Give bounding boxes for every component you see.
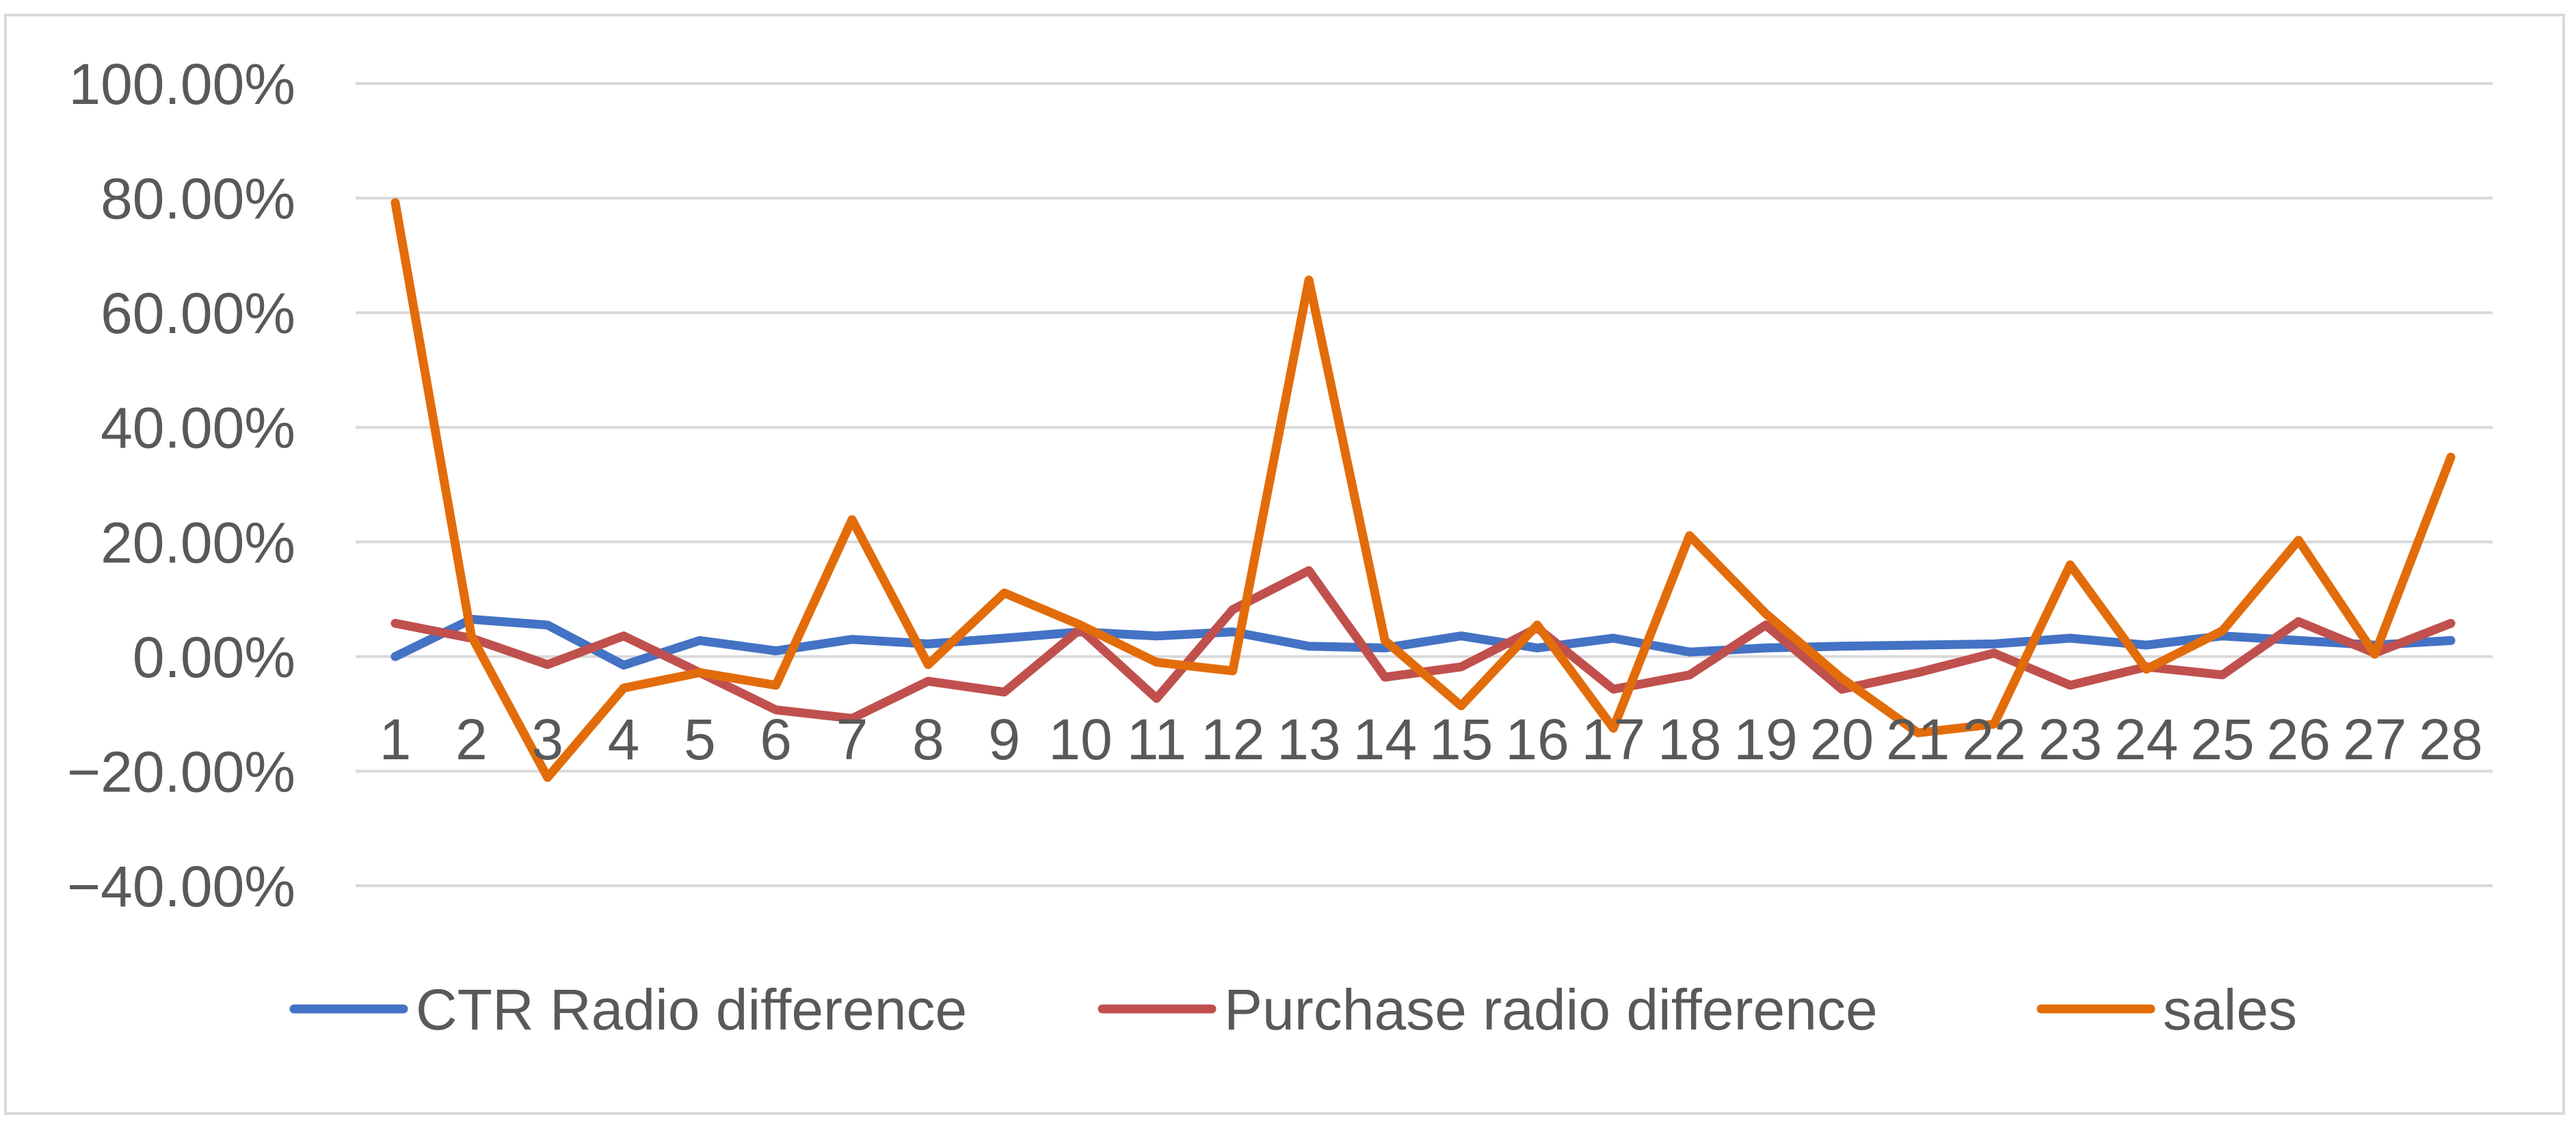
- y-tick-label: 60.00%: [101, 281, 295, 345]
- x-tick-label: 15: [1429, 707, 1493, 772]
- x-tick-label: 24: [2114, 707, 2178, 772]
- legend: CTR Radio difference Purchase radio diffe…: [289, 977, 2297, 1042]
- x-tick-label: 6: [760, 707, 792, 772]
- y-tick-label: −40.00%: [67, 854, 295, 919]
- y-tick-label: 0.00%: [133, 625, 295, 689]
- x-tick-label: 27: [2343, 707, 2406, 772]
- x-tick-label: 16: [1505, 707, 1569, 772]
- x-tick-label: 11: [1127, 707, 1186, 772]
- x-tick-label: 26: [2267, 707, 2331, 772]
- y-tick-label: 80.00%: [101, 167, 295, 231]
- x-tick-label: 21: [1886, 707, 1950, 772]
- y-tick-label: 100.00%: [68, 52, 295, 116]
- x-tick-label: 3: [531, 707, 563, 772]
- x-tick-label: 4: [608, 707, 640, 772]
- x-tick-label: 13: [1277, 707, 1340, 772]
- x-tick-label: 10: [1048, 707, 1112, 772]
- x-tick-label: 14: [1353, 707, 1417, 772]
- x-tick-label: 23: [2039, 707, 2102, 772]
- series-lines: [390, 198, 2456, 783]
- x-tick-label: 2: [455, 707, 488, 772]
- x-tick-label: 22: [1962, 707, 2026, 772]
- x-tick-label: 5: [684, 707, 716, 772]
- y-tick-label: 40.00%: [101, 396, 295, 460]
- x-tick-label: 25: [2190, 707, 2254, 772]
- x-tick-label: 17: [1582, 707, 1645, 772]
- x-tick-label: 7: [836, 707, 868, 772]
- y-tick-label: −20.00%: [67, 739, 295, 804]
- x-tick-label: 8: [912, 707, 944, 772]
- series-line-sales: [390, 198, 2456, 783]
- legend-label: CTR Radio difference: [416, 977, 967, 1042]
- x-tick-label: 28: [2419, 707, 2482, 772]
- x-tick-label: 9: [988, 707, 1020, 772]
- legend-label: sales: [2163, 977, 2297, 1042]
- x-axis-tick-labels: 1 2 3 4 5 6 7 8 9 10 11 12 13 14 15 16 17 18 19 20 21 22 23 24 2…: [380, 707, 2483, 772]
- x-tick-label: 20: [1810, 707, 1874, 772]
- x-tick-label: 19: [1734, 707, 1797, 772]
- series-line-ctr-radio-difference: [390, 614, 2456, 670]
- x-tick-label: 1: [380, 707, 412, 772]
- legend-label: Purchase radio difference: [1224, 977, 1878, 1042]
- x-tick-label: 18: [1658, 707, 1721, 772]
- x-tick-label: 12: [1201, 707, 1264, 772]
- y-axis-tick-labels: 100.00% 80.00% 60.00% 40.00% 20.00% 0.00% −20.…: [67, 52, 295, 919]
- y-tick-label: 20.00%: [101, 510, 295, 575]
